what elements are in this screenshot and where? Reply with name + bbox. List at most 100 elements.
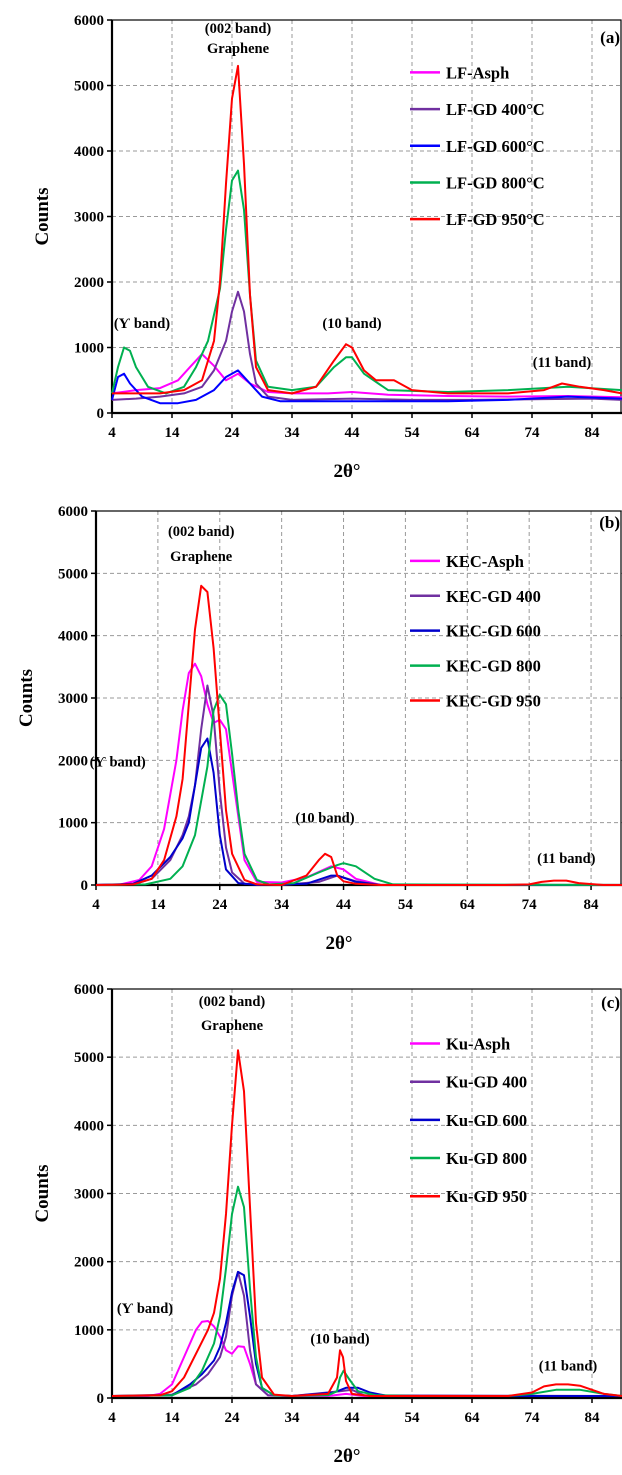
y-tick-label: 5000 (74, 79, 104, 95)
x-tick-label: 4 (108, 425, 116, 441)
x-axis-label: 2θ° (325, 933, 352, 954)
x-tick-label: 54 (398, 897, 414, 913)
y-tick-label: 3000 (74, 1187, 104, 1203)
legend-label: LF-Asph (446, 63, 509, 82)
y-tick-label: 3000 (74, 210, 104, 226)
series-line-kec-gd-800 (95, 693, 622, 886)
x-tick-label: 44 (345, 425, 361, 441)
legend-label: Ku-GD 400 (446, 1073, 527, 1092)
x-tick-label: 84 (585, 1410, 601, 1426)
band-annotation: (11 band) (539, 1359, 598, 1375)
y-axis-label: Counts (32, 187, 53, 245)
legend-label: Ku-GD 800 (446, 1149, 527, 1168)
y-tick-label: 1000 (58, 816, 88, 832)
x-tick-label: 34 (285, 1410, 301, 1426)
x-tick-label: 64 (465, 425, 481, 441)
y-tick-label: 0 (81, 878, 89, 894)
x-tick-label: 4 (92, 897, 100, 913)
y-tick-label: 6000 (58, 504, 88, 520)
panel-label: (b) (599, 513, 620, 532)
series-line-lf-gd-950-c (112, 64, 622, 395)
chart-panel-b: 0 1000 2000 3000 4000 5000 6000 4 14 24 34 44 54 64 74… (16, 504, 622, 954)
x-tick-label: 4 (108, 1410, 116, 1426)
x-tick-label: 64 (460, 897, 476, 913)
band-annotation: (002 band) (199, 994, 266, 1010)
legend-label: KEC-GD 800 (446, 657, 541, 676)
x-tick-label: 24 (225, 1410, 241, 1426)
y-tick-label: 1000 (74, 341, 104, 357)
x-tick-label: 34 (285, 425, 301, 441)
x-tick-label: 74 (525, 1410, 541, 1426)
x-tick-label: 34 (274, 897, 290, 913)
legend-label: Ku-GD 600 (446, 1111, 527, 1130)
x-tick-label: 54 (405, 425, 421, 441)
x-tick-label: 44 (345, 1410, 361, 1426)
y-tick-label: 4000 (58, 629, 88, 645)
series-line-lf-gd-600-c (111, 369, 622, 405)
x-tick-label: 14 (150, 897, 166, 913)
legend-label: KEC-GD 600 (446, 622, 541, 641)
y-tick-label: 2000 (74, 1255, 104, 1271)
y-tick-label: 2000 (74, 275, 104, 291)
chart-panel-a: 0 1000 2000 3000 4000 5000 6000 4 14 24 34 44 54 64 74… (32, 13, 622, 482)
x-tick-label: 74 (522, 897, 538, 913)
x-axis-label: 2θ° (333, 1446, 360, 1467)
x-tick-label: 24 (212, 897, 228, 913)
band-annotation: (10 band) (295, 811, 354, 827)
band-annotation: (Ƴ band) (114, 316, 170, 332)
series-line-kec-gd-400 (95, 684, 622, 886)
band-annotation: (10 band) (322, 316, 381, 332)
band-annotation: (002 band) (168, 524, 235, 540)
y-tick-label: 5000 (74, 1050, 104, 1066)
band-annotation: Graphene (207, 41, 270, 57)
y-tick-label: 2000 (58, 753, 88, 769)
x-tick-label: 54 (405, 1410, 421, 1426)
x-tick-label: 44 (336, 897, 352, 913)
band-annotation: (Ƴ band) (117, 1301, 173, 1317)
legend-label: Ku-Asph (446, 1035, 510, 1054)
y-tick-label: 5000 (58, 566, 88, 582)
y-tick-label: 3000 (58, 691, 88, 707)
y-tick-label: 6000 (74, 13, 104, 29)
legend-label: KEC-Asph (446, 552, 524, 571)
legend-label: LF-GD 800°C (446, 173, 545, 192)
series-line-lf-gd-400-c (111, 290, 622, 401)
series-line-ku-gd-950 (111, 1049, 622, 1397)
band-annotation: (002 band) (205, 21, 272, 37)
y-tick-label: 0 (97, 1391, 105, 1407)
legend-label: KEC-GD 400 (446, 587, 541, 606)
series-line-lf-gd-800-c (111, 169, 622, 395)
x-tick-label: 14 (165, 425, 181, 441)
band-annotation: Graphene (170, 549, 233, 565)
x-tick-label: 74 (525, 425, 541, 441)
band-annotation: (Ƴ band) (90, 755, 146, 771)
band-annotation: (11 band) (533, 355, 592, 371)
legend-label: LF-GD 400°C (446, 100, 545, 119)
legend-label: LF-GD 950°C (446, 210, 545, 229)
series-line-ku-gd-600 (111, 1270, 622, 1397)
x-tick-label: 64 (465, 1410, 481, 1426)
series-line-kec-gd-950 (95, 584, 622, 886)
legend-label: Ku-GD 950 (446, 1187, 527, 1206)
x-tick-label: 14 (165, 1410, 181, 1426)
y-axis-label: Counts (16, 669, 37, 727)
y-tick-label: 1000 (74, 1323, 104, 1339)
y-tick-label: 4000 (74, 144, 104, 160)
x-tick-label: 84 (585, 425, 601, 441)
y-tick-label: 4000 (74, 1118, 104, 1134)
legend-label: LF-GD 600°C (446, 137, 545, 156)
legend-label: KEC-GD 950 (446, 691, 541, 710)
band-annotation: (11 band) (537, 851, 596, 867)
x-tick-label: 24 (225, 425, 241, 441)
x-tick-label: 84 (584, 897, 600, 913)
series-line-ku-gd-400 (111, 1270, 622, 1397)
y-tick-label: 0 (97, 406, 105, 422)
panel-label: (c) (601, 993, 620, 1012)
y-axis-label: Counts (32, 1164, 53, 1222)
panel-label: (a) (600, 28, 620, 47)
chart-panel-c: 0 1000 2000 3000 4000 5000 6000 4 14 24 34 44 54 64 74… (32, 982, 622, 1467)
x-axis-label: 2θ° (333, 461, 360, 482)
band-annotation: (10 band) (310, 1331, 369, 1347)
y-tick-label: 6000 (74, 982, 104, 998)
